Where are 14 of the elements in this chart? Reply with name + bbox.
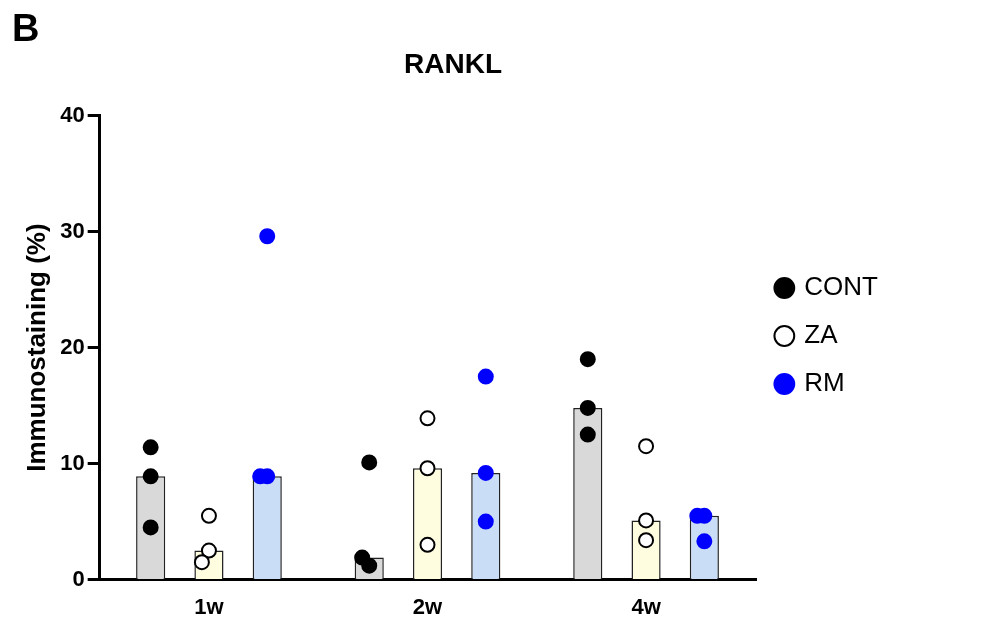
text: B (12, 7, 40, 50)
x-tick-label: 4w (631, 593, 662, 619)
y-axis-title: Immunostaining (%) (20, 223, 51, 472)
y-tick-label: 20 (60, 333, 85, 359)
legend-label: CONT (804, 271, 879, 302)
y-tick-label: 40 (60, 101, 85, 127)
legend-label: ZA (804, 319, 839, 350)
y-tick-label: 30 (60, 217, 85, 243)
chart-title: RANKL (404, 47, 502, 79)
y-tick-label: 0 (72, 565, 85, 591)
x-tick-label: 2w (412, 593, 444, 619)
y-tick-label: 10 (60, 449, 85, 475)
x-tick-label: 1w (194, 593, 225, 619)
legend-label: RM (804, 367, 845, 398)
